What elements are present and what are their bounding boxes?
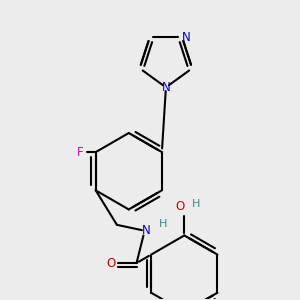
Text: F: F <box>77 146 84 159</box>
Text: O: O <box>106 256 116 270</box>
Text: H: H <box>192 199 200 208</box>
Text: N: N <box>161 81 170 94</box>
Text: H: H <box>159 219 167 229</box>
Text: N: N <box>142 224 151 237</box>
Text: N: N <box>182 31 190 44</box>
Text: O: O <box>176 200 185 213</box>
